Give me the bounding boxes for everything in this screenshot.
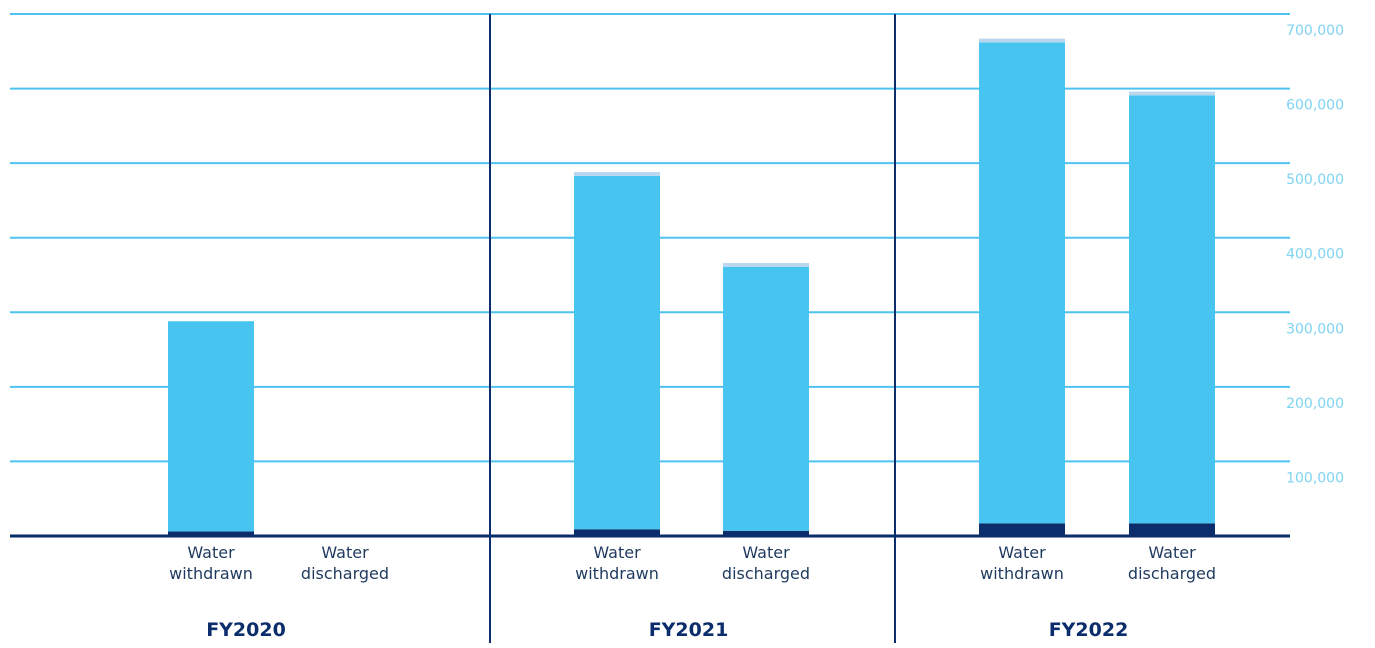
y-tick-label: 300,000 (1286, 321, 1344, 337)
bar-label-line: Water (321, 543, 369, 562)
y-tick-label: 100,000 (1286, 470, 1344, 486)
bar-segment-bottom (1129, 523, 1215, 536)
bar-label-line: discharged (301, 564, 389, 583)
bar-label-line: Water (742, 543, 790, 562)
bar-segment-top (574, 172, 660, 176)
bar-label-line: Water (187, 543, 235, 562)
bar-segment-bottom (168, 531, 254, 536)
y-tick-label: 500,000 (1286, 172, 1344, 188)
bar-segment-middle (979, 42, 1065, 524)
year-label: FY2020 (206, 619, 286, 641)
bar-segment-bottom (979, 523, 1065, 536)
bar-label: Water discharged (1128, 543, 1216, 583)
y-tick-label: 400,000 (1286, 247, 1344, 263)
y-tick-label: 700,000 (1286, 23, 1344, 39)
bar-label-line: withdrawn (575, 564, 659, 583)
bar-segment-bottom (723, 530, 809, 536)
bar-label: Water withdrawn (169, 543, 253, 583)
bar-segment-middle (574, 175, 660, 530)
bar-segment-bottom (574, 529, 660, 536)
bar-label: Water discharged (722, 543, 810, 583)
bar-label-line: Water (998, 543, 1046, 562)
year-label: FY2021 (649, 619, 729, 641)
bar-label-line: Water (593, 543, 641, 562)
bar-label-line: discharged (722, 564, 810, 583)
bar-segment-top (979, 38, 1065, 43)
y-tick-label: 200,000 (1286, 396, 1344, 412)
bar-label-line: withdrawn (169, 564, 253, 583)
bar-label-line: Water (1148, 543, 1196, 562)
y-tick-label: 600,000 (1286, 98, 1344, 114)
bar-segment-top (723, 263, 809, 267)
bar-label: Water withdrawn (575, 543, 659, 583)
year-label: FY2022 (1049, 619, 1129, 641)
bar-segment-middle (1129, 95, 1215, 524)
bar-segment-middle (723, 266, 809, 531)
bar-label: Water discharged (301, 543, 389, 583)
bar-segment-middle (168, 321, 254, 532)
bar-label-line: discharged (1128, 564, 1216, 583)
bar-label-line: withdrawn (980, 564, 1064, 583)
bar-segment-top (1129, 91, 1215, 96)
bar-label: Water withdrawn (980, 543, 1064, 583)
